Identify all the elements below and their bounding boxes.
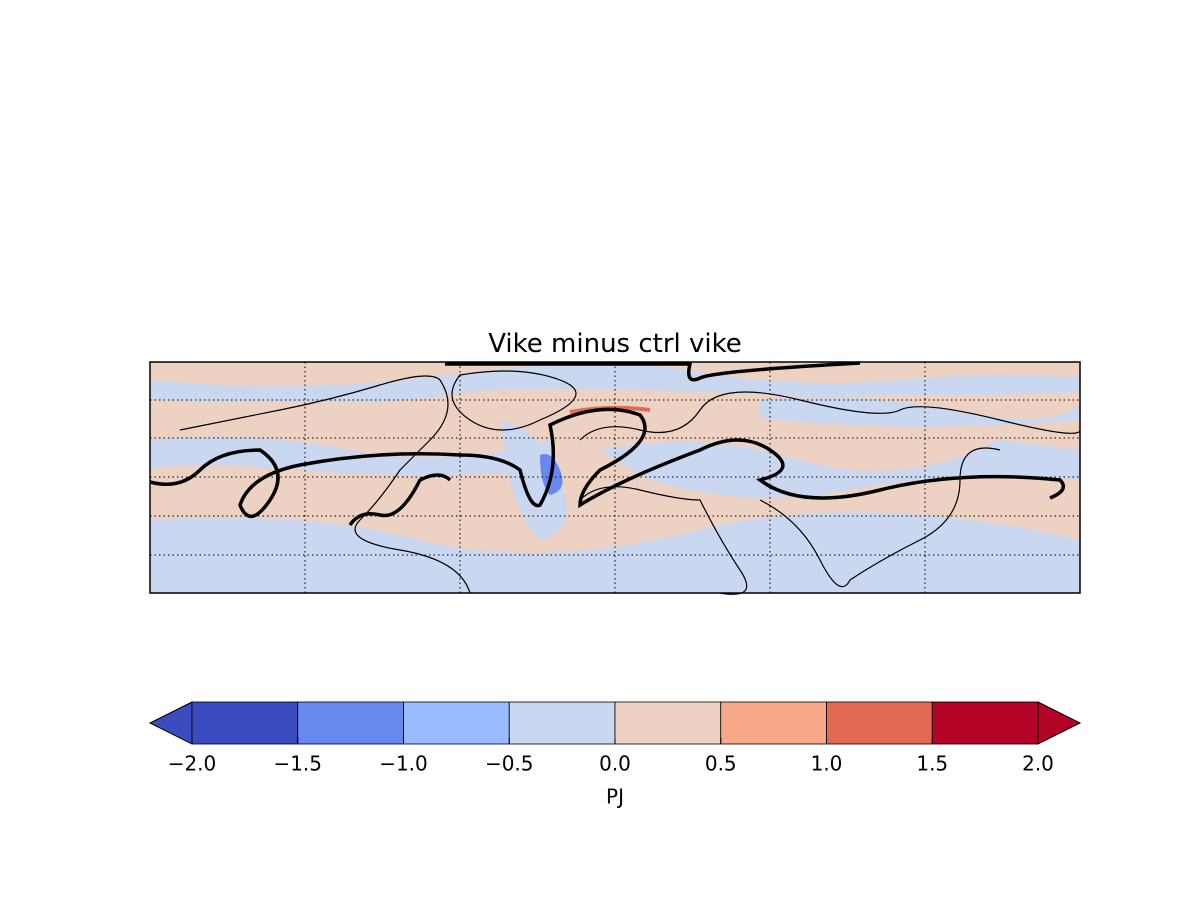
colorbar-bin: [508, 701, 616, 745]
colorbar-tick-label: 2.0: [1022, 752, 1054, 776]
colorbar-tick-label: 0.0: [599, 752, 631, 776]
negative-anomaly-areas: [150, 364, 1080, 593]
contours: [149, 361, 1066, 527]
colorbar-bin: [403, 701, 510, 745]
map-frame: [149, 361, 1081, 594]
coastlines: [179, 370, 1081, 595]
map: [149, 361, 1081, 595]
colorbar-bin: [720, 701, 827, 745]
colorbar-tick-label: 1.5: [916, 752, 948, 776]
colorbar-tick-label: −2.0: [168, 752, 217, 776]
graticule: [150, 362, 1080, 593]
colorbar-label: PJ: [606, 785, 624, 809]
colorbar-bin: [614, 701, 722, 745]
colorbar-bin: [297, 701, 404, 745]
colorbar-tick-label: 1.0: [811, 752, 843, 776]
colorbar-tick-label: −0.5: [485, 752, 534, 776]
colorbar-bin: [931, 701, 1039, 745]
colorbar-bin: [826, 701, 933, 745]
colorbar-tick-label: −1.0: [379, 752, 428, 776]
map-title: Vike minus ctrl vike: [488, 329, 742, 359]
colorbar-tick-label: 0.5: [705, 752, 737, 776]
colorbar-tick-label: −1.5: [273, 752, 322, 776]
colorbar: −2.0 −1.5 −1.0 −0.5 0.0 0.5 1.0 1.5 2.0: [148, 701, 1082, 776]
colorbar-bin: [191, 701, 299, 745]
